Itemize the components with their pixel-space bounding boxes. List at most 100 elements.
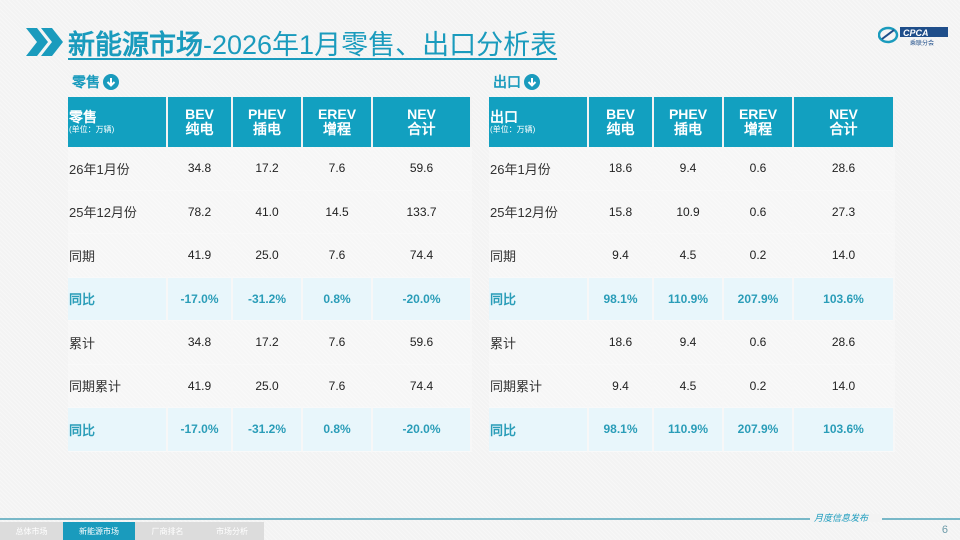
table-row: 25年12月份 15.8 10.9 0.6 27.3 bbox=[489, 190, 895, 234]
row-label: 26年1月份 bbox=[68, 147, 168, 191]
col-erev: EREV 增程 bbox=[724, 97, 794, 147]
cell: 28.6 bbox=[794, 321, 895, 365]
cell: -17.0% bbox=[168, 408, 233, 452]
cell: 74.4 bbox=[373, 234, 472, 278]
cell: -20.0% bbox=[373, 408, 472, 452]
yoy-row: 同比 -17.0% -31.2% 0.8% -20.0% bbox=[68, 408, 472, 452]
cell: 28.6 bbox=[794, 147, 895, 191]
export-table: 出口 (单位：万辆) BEV 纯电 PHEV 插电 EREV 增程 NEV 合计 26年1… bbox=[489, 97, 895, 452]
double-chevron-icon bbox=[26, 28, 63, 56]
col-phev: PHEV 插电 bbox=[654, 97, 724, 147]
page-title: 新能源市场-2026年1月零售、出口分析表 bbox=[68, 23, 557, 62]
export-section-label: 出口 bbox=[493, 72, 540, 92]
table-row: 26年1月份 18.6 9.4 0.6 28.6 bbox=[489, 147, 895, 191]
cell: 0.8% bbox=[303, 408, 373, 452]
col-phev: PHEV 插电 bbox=[233, 97, 303, 147]
yoy-row: 同比 98.1% 110.9% 207.9% 103.6% bbox=[489, 408, 895, 452]
row-label: 累计 bbox=[489, 321, 589, 365]
table-row: 26年1月份 34.8 17.2 7.6 59.6 bbox=[68, 147, 472, 191]
cell: 14.0 bbox=[794, 364, 895, 408]
row-label: 25年12月份 bbox=[489, 190, 589, 234]
cell: 0.8% bbox=[303, 277, 373, 321]
table-row: 同期累计 9.4 4.5 0.2 14.0 bbox=[489, 364, 895, 408]
row-label: 同期 bbox=[489, 234, 589, 278]
cell: 17.2 bbox=[233, 147, 303, 191]
row-label: 同比 bbox=[68, 408, 168, 452]
table-row: 25年12月份 78.2 41.0 14.5 133.7 bbox=[68, 190, 472, 234]
table-row: 同期 41.9 25.0 7.6 74.4 bbox=[68, 234, 472, 278]
svg-text:CPCA: CPCA bbox=[903, 28, 929, 38]
cell: 10.9 bbox=[654, 190, 724, 234]
cell: 7.6 bbox=[303, 321, 373, 365]
col-nev: NEV 合计 bbox=[373, 97, 472, 147]
cell: 41.0 bbox=[233, 190, 303, 234]
cell: 18.6 bbox=[589, 147, 654, 191]
slide-title-row: 新能源市场-2026年1月零售、出口分析表 bbox=[24, 22, 557, 62]
cell: 14.0 bbox=[794, 234, 895, 278]
cell: 4.5 bbox=[654, 234, 724, 278]
row-label: 同比 bbox=[68, 277, 168, 321]
cell: 207.9% bbox=[724, 277, 794, 321]
arrow-down-circle-icon bbox=[103, 74, 119, 90]
cell: -31.2% bbox=[233, 277, 303, 321]
cell: 0.6 bbox=[724, 147, 794, 191]
cell: 25.0 bbox=[233, 234, 303, 278]
table-row: 累计 34.8 17.2 7.6 59.6 bbox=[68, 321, 472, 365]
cell: -31.2% bbox=[233, 408, 303, 452]
cell: 41.9 bbox=[168, 234, 233, 278]
cell: 0.2 bbox=[724, 364, 794, 408]
cell: 133.7 bbox=[373, 190, 472, 234]
svg-text:乘联分会: 乘联分会 bbox=[910, 39, 934, 46]
cell: 78.2 bbox=[168, 190, 233, 234]
col-bev: BEV 纯电 bbox=[168, 97, 233, 147]
yoy-row: 同比 98.1% 110.9% 207.9% 103.6% bbox=[489, 277, 895, 321]
title-bold: 新能源市场 bbox=[68, 29, 203, 60]
row-label: 同期累计 bbox=[489, 364, 589, 408]
retail-label-text: 零售 bbox=[72, 74, 100, 90]
table-row: 累计 18.6 9.4 0.6 28.6 bbox=[489, 321, 895, 365]
cell: 9.4 bbox=[589, 234, 654, 278]
col-erev: EREV 增程 bbox=[303, 97, 373, 147]
cell: 15.8 bbox=[589, 190, 654, 234]
cell: -20.0% bbox=[373, 277, 472, 321]
footer-nav-tabs: 总体市场 新能源市场 厂商排名 市场分析 bbox=[0, 522, 264, 540]
page-number: 6 bbox=[941, 524, 948, 536]
tab-overall-market[interactable]: 总体市场 bbox=[0, 522, 63, 540]
yoy-row: 同比 -17.0% -31.2% 0.8% -20.0% bbox=[68, 277, 472, 321]
cell: -17.0% bbox=[168, 277, 233, 321]
footer-divider bbox=[0, 518, 960, 520]
retail-section-label: 零售 bbox=[72, 72, 119, 92]
retail-table: 零售 (单位：万辆) BEV 纯电 PHEV 插电 EREV 增程 NEV 合计 26年1… bbox=[68, 97, 472, 452]
cell: 103.6% bbox=[794, 277, 895, 321]
tab-market-analysis[interactable]: 市场分析 bbox=[200, 522, 264, 540]
cell: 103.6% bbox=[794, 408, 895, 452]
cell: 7.6 bbox=[303, 234, 373, 278]
footer-slogan: 月度信息发布 bbox=[814, 514, 869, 524]
cell: 17.2 bbox=[233, 321, 303, 365]
col-bev: BEV 纯电 bbox=[589, 97, 654, 147]
export-header-title: 出口 (单位：万辆) bbox=[489, 97, 589, 147]
export-label-text: 出口 bbox=[493, 74, 521, 90]
cell: 9.4 bbox=[654, 147, 724, 191]
cell: 98.1% bbox=[589, 408, 654, 452]
cell: 59.6 bbox=[373, 321, 472, 365]
row-label: 累计 bbox=[68, 321, 168, 365]
tab-nev-market[interactable]: 新能源市场 bbox=[63, 522, 135, 540]
arrow-down-circle-icon bbox=[524, 74, 540, 90]
cell: 14.5 bbox=[303, 190, 373, 234]
row-label: 同比 bbox=[489, 408, 589, 452]
cell: 0.6 bbox=[724, 190, 794, 234]
row-label: 25年12月份 bbox=[68, 190, 168, 234]
tab-maker-ranking[interactable]: 厂商排名 bbox=[135, 522, 200, 540]
title-rest: -2026年1月零售、出口分析表 bbox=[203, 29, 558, 60]
footer-divider-gap bbox=[810, 514, 882, 522]
row-label: 同比 bbox=[489, 277, 589, 321]
cell: 9.4 bbox=[654, 321, 724, 365]
table-row: 同期 9.4 4.5 0.2 14.0 bbox=[489, 234, 895, 278]
row-label: 26年1月份 bbox=[489, 147, 589, 191]
cell: 7.6 bbox=[303, 364, 373, 408]
cell: 9.4 bbox=[589, 364, 654, 408]
row-label: 同期累计 bbox=[68, 364, 168, 408]
row-label: 同期 bbox=[68, 234, 168, 278]
cell: 0.6 bbox=[724, 321, 794, 365]
